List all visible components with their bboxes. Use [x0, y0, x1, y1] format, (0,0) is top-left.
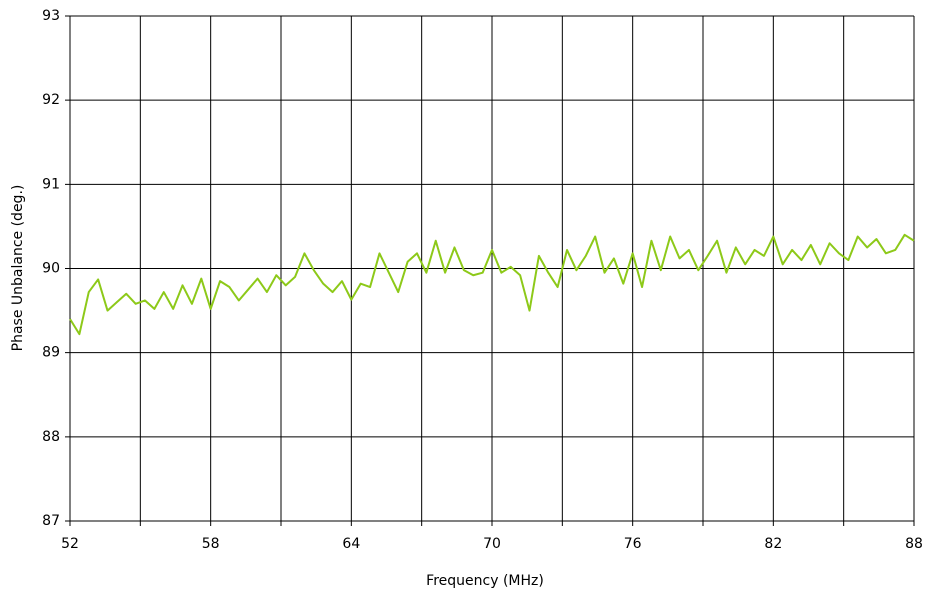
y-tick-label: 89	[42, 345, 60, 361]
y-axis-title: Phase Unbalance (deg.)	[10, 185, 26, 352]
y-tick-label: 87	[42, 513, 60, 529]
x-tick-label: 88	[905, 536, 923, 552]
x-tick-label: 64	[342, 536, 360, 552]
x-tick-label: 58	[202, 536, 220, 552]
x-tick-label: 82	[764, 536, 782, 552]
y-tick-label: 93	[42, 8, 60, 24]
x-axis-title: Frequency (MHz)	[426, 573, 544, 589]
y-tick-label: 91	[42, 176, 60, 192]
y-tick-label: 88	[42, 429, 60, 445]
data-line	[69, 233, 915, 336]
y-tick-label: 90	[42, 261, 60, 277]
x-tick-label: 76	[624, 536, 642, 552]
x-tick-label: 70	[483, 536, 501, 552]
y-tick-label: 92	[42, 92, 60, 108]
x-tick-label: 52	[61, 536, 79, 552]
